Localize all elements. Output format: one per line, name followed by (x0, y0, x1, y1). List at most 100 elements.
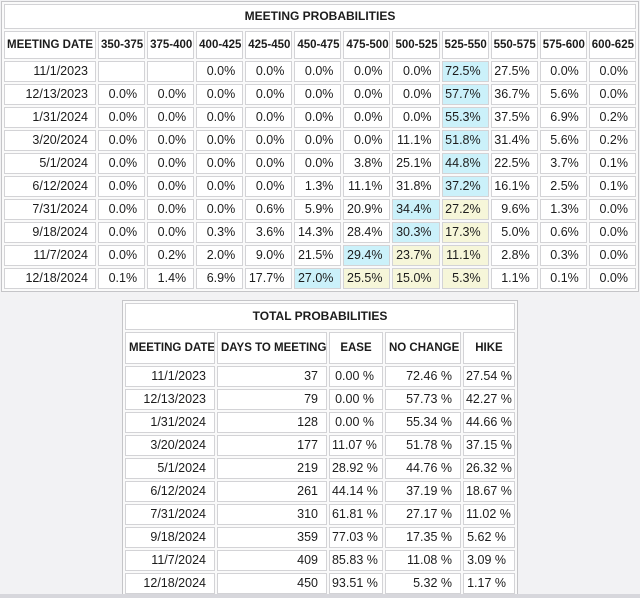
ease-cell: 28.92 % (328, 458, 383, 479)
rate-range-column-header: 575-600 (539, 31, 587, 59)
probability-cell (98, 61, 146, 82)
probability-cell: 0.0% (392, 107, 440, 128)
bottom-edge (0, 594, 640, 598)
probability-cell: 0.0% (343, 61, 391, 82)
days-to-meeting-cell: 409 (216, 550, 327, 571)
probability-cell: 0.1% (98, 268, 146, 289)
probability-cell: 6.9% (539, 107, 587, 128)
probability-cell: 0.2% (588, 130, 636, 151)
table-row: 3/20/2024 177 11.07 % 51.78 % 37.15 % (124, 435, 516, 456)
probability-cell: 0.0% (196, 61, 244, 82)
hike-cell: 26.32 % (462, 458, 516, 479)
meeting-probabilities-header-row: MEETING DATE 350-375 375-400 400-425 425-450… (4, 31, 636, 59)
meeting-probabilities-title: MEETING PROBABILITIES (4, 4, 636, 29)
probability-cell: 16.1% (490, 176, 538, 197)
probability-cell: 37.5% (490, 107, 538, 128)
hike-cell: 37.15 % (462, 435, 516, 456)
probability-cell: 0.0% (392, 84, 440, 105)
probability-cell: 1.3% (294, 176, 342, 197)
probability-cell: 0.0% (196, 130, 244, 151)
probability-cell: 2.8% (490, 245, 538, 266)
probability-cell: 0.0% (196, 199, 244, 220)
probability-cell: 0.0% (98, 153, 146, 174)
probability-cell: 0.0% (98, 107, 146, 128)
rate-range-column-header: 550-575 (490, 31, 538, 59)
total-probabilities-title: TOTAL PROBABILITIES (124, 303, 516, 330)
probability-cell: 0.0% (196, 153, 244, 174)
ease-cell: 0.00 % (328, 412, 383, 433)
probability-cell: 0.0% (588, 245, 636, 266)
total-column-header: DAYS TO MEETING (216, 332, 327, 364)
probability-cell: 0.0% (98, 199, 146, 220)
probability-cell: 0.0% (294, 61, 342, 82)
probability-cell: 11.1% (343, 176, 391, 197)
probability-cell: 30.3% (392, 222, 440, 243)
meeting-date-cell: 12/18/2024 (4, 268, 96, 289)
probability-cell: 0.0% (343, 107, 391, 128)
probability-cell: 57.7% (441, 84, 489, 105)
table-row: 5/1/2024 0.0% 0.0% 0.0% 0.0% 0.0% 3.8% 25.1% 44.… (4, 153, 636, 174)
ease-cell: 61.81 % (328, 504, 383, 525)
table-row: 12/13/2023 0.0% 0.0% 0.0% 0.0% 0.0% 0.0% 0.0% 57… (4, 84, 636, 105)
probability-cell: 36.7% (490, 84, 538, 105)
probability-cell: 0.3% (539, 245, 587, 266)
probability-cell: 0.2% (147, 245, 195, 266)
probability-cell: 0.0% (245, 84, 293, 105)
probability-cell: 21.5% (294, 245, 342, 266)
probability-cell: 0.0% (245, 61, 293, 82)
probability-cell: 0.0% (98, 176, 146, 197)
probability-cell: 27.5% (490, 61, 538, 82)
probability-cell: 0.0% (147, 199, 195, 220)
rate-range-column-header: 350-375 (98, 31, 146, 59)
probability-cell: 6.9% (196, 268, 244, 289)
no-change-cell: 11.08 % (384, 550, 461, 571)
days-to-meeting-cell: 219 (216, 458, 327, 479)
rate-range-column-header: 425-450 (245, 31, 293, 59)
table-row: 11/7/2024 409 85.83 % 11.08 % 3.09 % (124, 550, 516, 571)
meeting-date-cell: 1/31/2024 (4, 107, 96, 128)
probability-cell: 0.6% (539, 222, 587, 243)
probability-cell: 0.0% (343, 130, 391, 151)
meeting-date-cell: 9/18/2024 (124, 527, 215, 548)
table-row: 1/31/2024 128 0.00 % 55.34 % 44.66 % (124, 412, 516, 433)
probability-cell: 0.0% (147, 222, 195, 243)
probability-cell: 27.0% (294, 268, 342, 289)
days-to-meeting-cell: 261 (216, 481, 327, 502)
probability-cell: 31.8% (392, 176, 440, 197)
hike-cell: 3.09 % (462, 550, 516, 571)
meeting-date-cell: 12/18/2024 (124, 573, 215, 594)
ease-cell: 11.07 % (328, 435, 383, 456)
ease-cell: 93.51 % (328, 573, 383, 594)
meeting-date-cell: 12/13/2023 (124, 389, 215, 410)
days-to-meeting-cell: 359 (216, 527, 327, 548)
total-probabilities-table: TOTAL PROBABILITIES MEETING DATE DAYS TO … (121, 300, 519, 597)
probability-cell: 5.9% (294, 199, 342, 220)
meeting-date-cell: 6/12/2024 (124, 481, 215, 502)
rate-range-column-header: 450-475 (294, 31, 342, 59)
no-change-cell: 57.73 % (384, 389, 461, 410)
probability-cell: 0.1% (539, 268, 587, 289)
meeting-date-cell: 3/20/2024 (4, 130, 96, 151)
probability-cell: 55.3% (441, 107, 489, 128)
probability-cell: 0.0% (147, 107, 195, 128)
no-change-cell: 17.35 % (384, 527, 461, 548)
probability-cell: 0.0% (588, 199, 636, 220)
probability-cell: 0.6% (245, 199, 293, 220)
probability-cell: 0.0% (343, 84, 391, 105)
total-probabilities-body: 11/1/2023 37 0.00 % 72.46 % 27.54 % 12/13/202… (124, 366, 516, 594)
probability-cell: 1.3% (539, 199, 587, 220)
table-row: 6/12/2024 0.0% 0.0% 0.0% 0.0% 1.3% 11.1% 31.8% 3… (4, 176, 636, 197)
probability-cell: 3.6% (245, 222, 293, 243)
days-to-meeting-cell: 128 (216, 412, 327, 433)
probability-cell: 0.0% (588, 268, 636, 289)
days-to-meeting-cell: 177 (216, 435, 327, 456)
hike-cell: 1.17 % (462, 573, 516, 594)
no-change-cell: 37.19 % (384, 481, 461, 502)
probability-cell: 5.6% (539, 84, 587, 105)
table-row: 5/1/2024 219 28.92 % 44.76 % 26.32 % (124, 458, 516, 479)
meeting-date-cell: 11/1/2023 (4, 61, 96, 82)
probability-cell: 0.0% (588, 222, 636, 243)
days-to-meeting-cell: 310 (216, 504, 327, 525)
probability-cell: 0.0% (147, 130, 195, 151)
probability-cell: 17.7% (245, 268, 293, 289)
